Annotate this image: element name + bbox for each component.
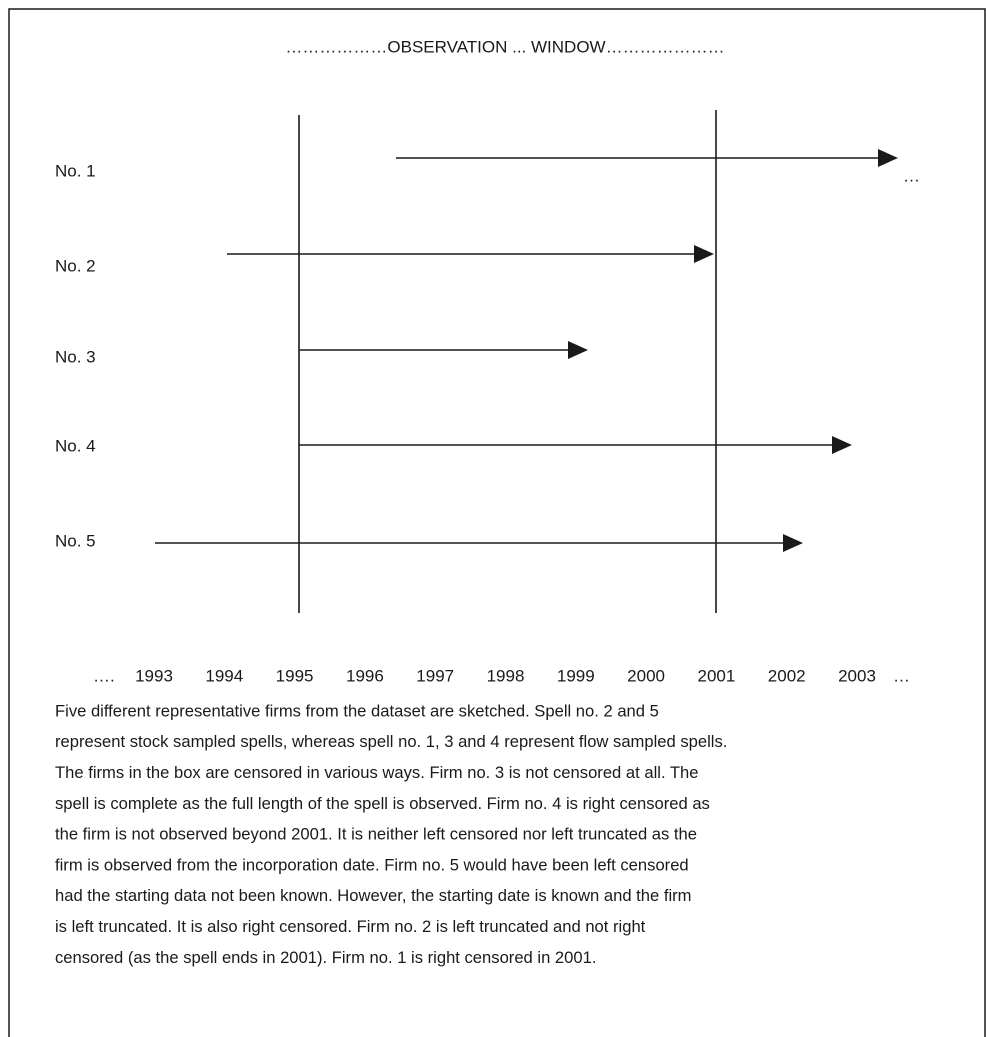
axis-trail: … bbox=[893, 666, 910, 685]
arrow-head bbox=[832, 436, 852, 454]
arrow-head bbox=[783, 534, 803, 552]
row-label: No. 1 bbox=[55, 161, 96, 180]
caption-line: represent stock sampled spells, whereas … bbox=[55, 732, 727, 751]
row-label: No. 4 bbox=[55, 436, 96, 455]
caption-line: had the starting data not been known. Ho… bbox=[55, 886, 691, 905]
row-label: No. 2 bbox=[55, 256, 96, 275]
arrow-head bbox=[568, 341, 588, 359]
year-label: 1997 bbox=[416, 666, 454, 685]
caption-line: The firms in the box are censored in var… bbox=[55, 763, 698, 782]
continuation: … bbox=[903, 166, 920, 185]
year-label: 1993 bbox=[135, 666, 173, 685]
row-label: No. 5 bbox=[55, 531, 96, 550]
box-border bbox=[8, 8, 986, 1037]
arrow-head bbox=[878, 149, 898, 167]
caption-line: spell is complete as the full length of … bbox=[55, 794, 710, 813]
caption-line: censored (as the spell ends in 2001). Fi… bbox=[55, 948, 596, 967]
caption-line: firm is observed from the incorporation … bbox=[55, 855, 689, 874]
year-label: 2002 bbox=[768, 666, 806, 685]
year-label: 1994 bbox=[205, 666, 243, 685]
year-label: 1998 bbox=[487, 666, 525, 685]
year-label: 1995 bbox=[276, 666, 314, 685]
title: ………………OBSERVATION ... WINDOW………………… bbox=[285, 37, 724, 56]
year-label: 1996 bbox=[346, 666, 384, 685]
axis-lead: …. bbox=[93, 666, 115, 685]
caption-line: is left truncated. It is also right cens… bbox=[55, 917, 646, 936]
year-label: 1999 bbox=[557, 666, 595, 685]
caption-line: Five different representative firms from… bbox=[55, 701, 659, 720]
caption-line: the firm is not observed beyond 2001. It… bbox=[55, 825, 697, 844]
year-label: 2000 bbox=[627, 666, 665, 685]
arrows bbox=[155, 149, 898, 552]
year-label: 2003 bbox=[838, 666, 876, 685]
arrow-head bbox=[694, 245, 714, 263]
row-label: No. 3 bbox=[55, 347, 96, 366]
year-label: 2001 bbox=[697, 666, 735, 685]
